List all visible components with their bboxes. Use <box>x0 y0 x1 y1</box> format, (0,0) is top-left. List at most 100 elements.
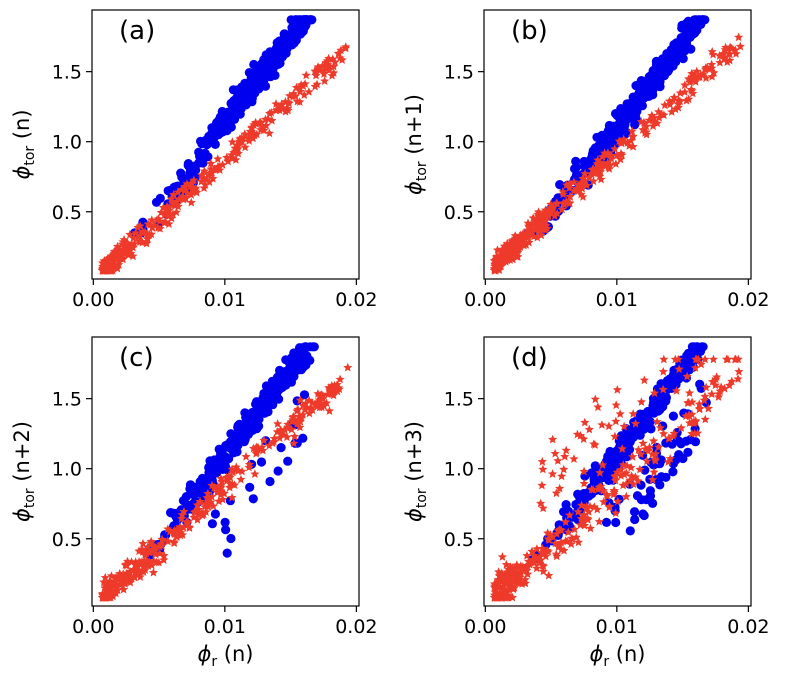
data-point-star <box>559 545 569 555</box>
data-point-star <box>299 90 309 99</box>
data-point-star <box>616 137 626 147</box>
data-point-star <box>512 251 522 261</box>
data-point-circle <box>195 477 205 487</box>
data-point-star <box>214 496 224 506</box>
data-point-star <box>207 480 217 490</box>
data-point-circle <box>622 452 632 462</box>
data-point-circle <box>675 42 685 52</box>
data-point-circle <box>221 525 231 535</box>
data-point-star <box>177 510 187 519</box>
data-point-star <box>497 592 507 602</box>
data-point-star <box>306 403 316 413</box>
x-tick-label: 0.02 <box>727 289 769 311</box>
data-point-star <box>275 433 285 442</box>
data-point-star <box>232 140 242 150</box>
data-point-circle <box>626 434 636 444</box>
data-point-star <box>690 363 700 372</box>
x-tick-label: 0.02 <box>727 616 769 638</box>
data-point-star <box>613 496 623 506</box>
data-point-star <box>620 137 630 146</box>
data-point-circle <box>223 122 233 132</box>
data-point-circle <box>219 112 229 122</box>
data-point-star <box>590 440 600 449</box>
data-point-star <box>603 162 613 172</box>
data-point-star <box>192 515 202 524</box>
data-point-star <box>543 528 553 538</box>
data-point-star <box>520 564 530 574</box>
data-point-star <box>532 217 542 227</box>
data-point-star <box>684 74 694 83</box>
data-point-star <box>654 442 664 452</box>
data-point-star <box>520 578 530 588</box>
data-point-star <box>559 464 569 474</box>
data-point-star <box>505 562 515 571</box>
data-point-circle <box>210 509 220 519</box>
data-point-star <box>147 215 157 224</box>
data-point-star <box>602 491 612 501</box>
axes-frame <box>91 336 360 607</box>
data-point-star <box>537 480 547 490</box>
data-point-star <box>599 497 609 506</box>
data-point-star <box>227 479 237 489</box>
x-tick-label: 0.01 <box>596 616 638 638</box>
y-tick-label: 1.0 <box>52 132 82 154</box>
data-point-star <box>197 510 207 520</box>
data-point-star <box>492 259 502 269</box>
data-point-circle <box>235 95 246 105</box>
data-point-star <box>628 452 638 461</box>
y-tick-label: 0.5 <box>444 202 474 224</box>
data-point-star <box>222 152 232 162</box>
data-point-star <box>573 537 583 547</box>
y-tick-label: 1.5 <box>444 62 474 84</box>
y-tick-label: 1.0 <box>444 459 474 481</box>
data-point-star <box>674 95 684 105</box>
data-point-star <box>680 80 690 90</box>
data-point-star <box>561 445 571 455</box>
data-point-star <box>307 405 317 414</box>
data-point-star <box>538 213 548 223</box>
data-point-star <box>610 471 620 481</box>
data-point-circle <box>276 443 286 453</box>
x-axis-label-suffix: (n) <box>217 642 253 666</box>
data-point-star <box>173 187 183 197</box>
data-point-star <box>731 49 741 58</box>
data-point-star <box>120 576 130 586</box>
data-point-circle <box>630 120 640 130</box>
data-point-star <box>618 480 628 490</box>
data-point-star <box>577 500 587 510</box>
data-point-star <box>557 204 567 214</box>
data-point-star <box>312 401 322 411</box>
data-point-star <box>142 238 152 248</box>
data-point-star <box>208 173 218 183</box>
data-point-star <box>319 401 329 410</box>
data-point-star <box>341 43 351 53</box>
data-point-star <box>520 575 530 584</box>
data-point-star <box>236 474 246 484</box>
data-point-star <box>546 207 556 217</box>
data-point-circle <box>207 519 217 529</box>
data-point-star <box>705 63 715 73</box>
data-point-circle <box>632 491 643 501</box>
data-point-star <box>227 492 237 502</box>
data-point-star <box>590 394 600 404</box>
data-point-star <box>589 502 599 511</box>
data-point-star <box>204 177 214 187</box>
data-point-circle <box>678 453 688 464</box>
data-point-circle <box>191 165 201 175</box>
data-point-star <box>157 534 167 544</box>
data-point-star <box>597 152 607 161</box>
data-point-star <box>690 71 700 81</box>
data-point-star <box>606 151 617 160</box>
data-point-star <box>125 229 135 239</box>
data-point-circle <box>623 112 633 122</box>
data-point-star <box>329 68 339 77</box>
data-point-star <box>605 501 615 511</box>
panel-b: 0.00 0.01 0.02 0.5 1.0 1.5 (b) ϕtor (n+1) <box>402 9 770 311</box>
data-point-circle <box>265 476 275 487</box>
data-point-star <box>639 375 649 385</box>
data-point-star <box>284 97 294 107</box>
data-point-star <box>264 128 274 138</box>
data-point-star <box>658 367 668 376</box>
data-point-star <box>250 469 260 478</box>
data-point-star <box>665 99 675 109</box>
